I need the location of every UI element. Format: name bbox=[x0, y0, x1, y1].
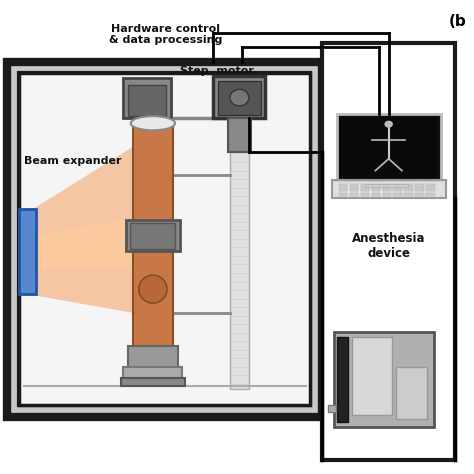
Bar bbox=[383, 188, 391, 191]
Bar bbox=[383, 192, 391, 196]
Text: (b: (b bbox=[449, 14, 467, 29]
Text: Anesthesia
device: Anesthesia device bbox=[352, 232, 426, 261]
Bar bbox=[350, 184, 358, 187]
Bar bbox=[334, 332, 434, 427]
Bar bbox=[393, 184, 402, 187]
Bar bbox=[350, 188, 358, 191]
Bar bbox=[361, 184, 369, 187]
Bar bbox=[352, 337, 392, 415]
Ellipse shape bbox=[384, 121, 393, 128]
Bar bbox=[372, 184, 380, 187]
Bar bbox=[128, 85, 166, 116]
Bar bbox=[230, 152, 249, 389]
Bar bbox=[19, 73, 310, 405]
Text: Step  motor: Step motor bbox=[180, 66, 254, 76]
Bar bbox=[426, 188, 435, 191]
Polygon shape bbox=[26, 147, 133, 313]
Bar bbox=[121, 378, 185, 386]
Bar bbox=[361, 188, 369, 191]
Bar bbox=[426, 184, 435, 187]
Bar bbox=[123, 367, 182, 379]
Bar bbox=[19, 209, 36, 294]
Bar bbox=[415, 192, 424, 196]
Bar bbox=[213, 76, 265, 118]
Bar bbox=[372, 192, 380, 196]
Ellipse shape bbox=[139, 275, 167, 303]
Bar bbox=[337, 114, 441, 180]
Bar bbox=[128, 346, 178, 370]
Bar bbox=[393, 192, 402, 196]
Bar bbox=[339, 116, 438, 178]
Bar bbox=[372, 188, 380, 191]
Bar bbox=[130, 223, 175, 249]
Bar bbox=[415, 188, 424, 191]
Bar bbox=[404, 188, 413, 191]
Bar bbox=[337, 337, 348, 422]
Text: Beam expander: Beam expander bbox=[24, 156, 121, 166]
Bar bbox=[228, 118, 251, 152]
Bar bbox=[137, 118, 156, 133]
Bar bbox=[393, 188, 402, 191]
Bar bbox=[404, 192, 413, 196]
Bar bbox=[7, 62, 322, 417]
Bar bbox=[218, 81, 261, 115]
Bar bbox=[322, 43, 455, 460]
Bar bbox=[332, 180, 446, 198]
Bar bbox=[396, 367, 427, 419]
Bar bbox=[404, 184, 413, 187]
Bar bbox=[19, 73, 310, 405]
Bar bbox=[383, 184, 391, 187]
Bar bbox=[133, 123, 173, 384]
Bar bbox=[328, 405, 336, 412]
Bar bbox=[339, 184, 347, 187]
Bar bbox=[361, 192, 369, 196]
Bar bbox=[365, 184, 408, 187]
Ellipse shape bbox=[230, 89, 249, 106]
Bar bbox=[339, 192, 347, 196]
Ellipse shape bbox=[131, 116, 175, 130]
Bar bbox=[415, 184, 424, 187]
Bar bbox=[350, 192, 358, 196]
Text: Hardware control
& data processing: Hardware control & data processing bbox=[109, 24, 223, 46]
Bar bbox=[126, 220, 180, 251]
Bar bbox=[339, 188, 347, 191]
Bar bbox=[426, 192, 435, 196]
Bar bbox=[123, 78, 171, 118]
Polygon shape bbox=[26, 218, 133, 270]
